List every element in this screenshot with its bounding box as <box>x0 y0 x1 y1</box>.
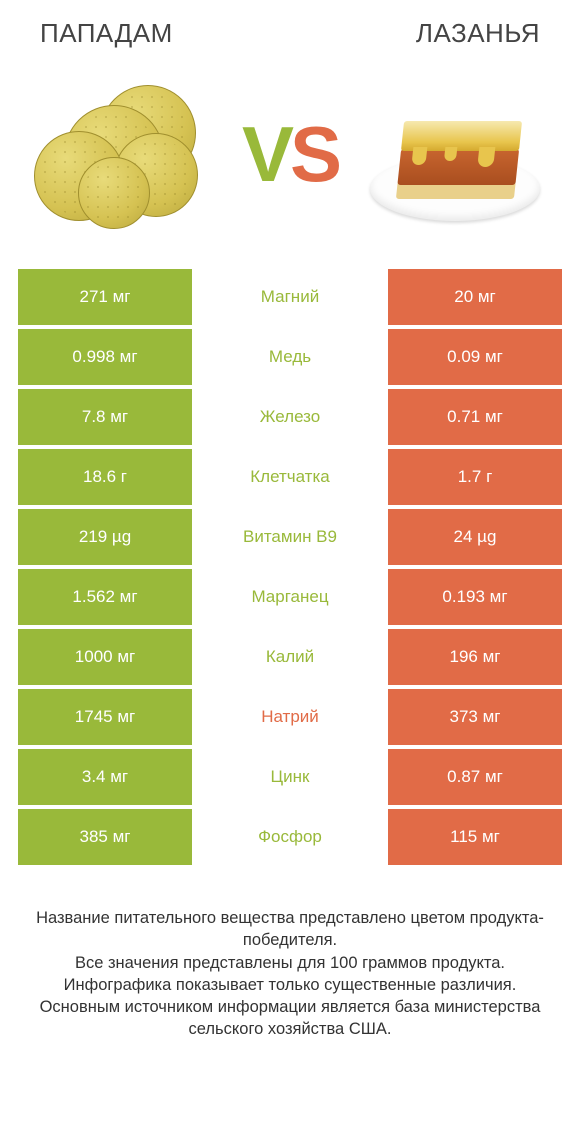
papadam-image <box>30 79 210 229</box>
table-row: 1000 мгКалий196 мг <box>18 629 562 685</box>
value-right: 373 мг <box>388 689 562 745</box>
footnote: Название питательного вещества представл… <box>0 869 580 1041</box>
nutrient-label: Натрий <box>192 689 388 745</box>
table-row: 271 мгМагний20 мг <box>18 269 562 325</box>
value-left: 219 µg <box>18 509 192 565</box>
nutrient-label: Фосфор <box>192 809 388 865</box>
value-right: 0.87 мг <box>388 749 562 805</box>
table-row: 1.562 мгМарганец0.193 мг <box>18 569 562 625</box>
vs-s: S <box>290 110 338 198</box>
nutrient-label: Цинк <box>192 749 388 805</box>
vs-label: VS <box>242 109 338 200</box>
hero-row: VS <box>0 59 580 269</box>
value-left: 7.8 мг <box>18 389 192 445</box>
nutrient-label: Калий <box>192 629 388 685</box>
value-right: 0.09 мг <box>388 329 562 385</box>
nutrient-label: Медь <box>192 329 388 385</box>
title-left: ПАПАДАМ <box>40 18 173 49</box>
header: ПАПАДАМ ЛАЗАНЬЯ <box>0 0 580 59</box>
title-right: ЛАЗАНЬЯ <box>416 18 540 49</box>
footnote-line: Основным источником информации является … <box>22 996 558 1041</box>
value-left: 1745 мг <box>18 689 192 745</box>
table-row: 219 µgВитамин B924 µg <box>18 509 562 565</box>
nutrient-label: Витамин B9 <box>192 509 388 565</box>
footnote-line: Название питательного вещества представл… <box>22 907 558 952</box>
value-left: 385 мг <box>18 809 192 865</box>
comparison-table: 271 мгМагний20 мг0.998 мгМедь0.09 мг7.8 … <box>0 269 580 865</box>
value-right: 24 µg <box>388 509 562 565</box>
table-row: 3.4 мгЦинк0.87 мг <box>18 749 562 805</box>
nutrient-label: Марганец <box>192 569 388 625</box>
value-left: 271 мг <box>18 269 192 325</box>
value-right: 0.193 мг <box>388 569 562 625</box>
value-left: 1.562 мг <box>18 569 192 625</box>
table-row: 18.6 гКлетчатка1.7 г <box>18 449 562 505</box>
value-right: 20 мг <box>388 269 562 325</box>
nutrient-label: Магний <box>192 269 388 325</box>
value-left: 3.4 мг <box>18 749 192 805</box>
value-left: 0.998 мг <box>18 329 192 385</box>
footnote-line: Инфографика показывает только существенн… <box>22 974 558 996</box>
table-row: 0.998 мгМедь0.09 мг <box>18 329 562 385</box>
value-right: 196 мг <box>388 629 562 685</box>
table-row: 385 мгФосфор115 мг <box>18 809 562 865</box>
nutrient-label: Клетчатка <box>192 449 388 505</box>
lasagna-image <box>370 79 550 229</box>
vs-v: V <box>242 110 290 198</box>
value-left: 18.6 г <box>18 449 192 505</box>
nutrient-label: Железо <box>192 389 388 445</box>
value-right: 0.71 мг <box>388 389 562 445</box>
footnote-line: Все значения представлены для 100 граммо… <box>22 952 558 974</box>
table-row: 1745 мгНатрий373 мг <box>18 689 562 745</box>
value-right: 115 мг <box>388 809 562 865</box>
table-row: 7.8 мгЖелезо0.71 мг <box>18 389 562 445</box>
value-right: 1.7 г <box>388 449 562 505</box>
value-left: 1000 мг <box>18 629 192 685</box>
